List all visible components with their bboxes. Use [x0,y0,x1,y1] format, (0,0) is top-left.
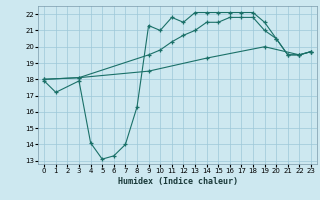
X-axis label: Humidex (Indice chaleur): Humidex (Indice chaleur) [118,177,238,186]
